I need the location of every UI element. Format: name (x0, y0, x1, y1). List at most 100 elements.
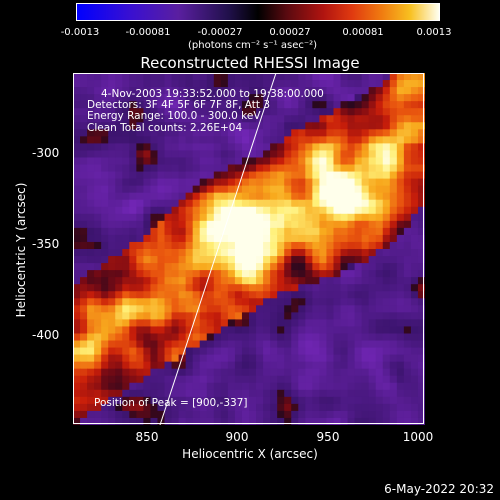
image-pixel (291, 333, 299, 342)
image-pixel (333, 171, 342, 180)
image-pixel (185, 185, 194, 194)
image-pixel (199, 129, 208, 137)
image-pixel (333, 101, 342, 109)
image-pixel (73, 234, 81, 243)
image-pixel (382, 396, 391, 405)
image-pixel (87, 382, 95, 391)
image-pixel (312, 157, 320, 166)
image-pixel (192, 382, 201, 391)
image-pixel (382, 319, 391, 328)
image-pixel (263, 220, 271, 229)
image-pixel (192, 375, 201, 384)
image-pixel (87, 298, 95, 306)
image-pixel (354, 277, 363, 285)
image-pixel (220, 354, 229, 363)
image-pixel (340, 354, 349, 363)
image-pixel (361, 73, 370, 81)
image-pixel (249, 94, 257, 102)
image-pixel (94, 305, 102, 313)
image-pixel (178, 417, 187, 425)
image-pixel (171, 333, 180, 342)
image-pixel (410, 213, 419, 222)
image-pixel (375, 333, 384, 342)
image-pixel (410, 199, 419, 208)
image-pixel (396, 101, 405, 109)
image-pixel (361, 108, 370, 116)
image-pixel (73, 375, 81, 384)
image-pixel (298, 368, 306, 377)
image-pixel (305, 227, 313, 236)
image-pixel (417, 417, 425, 425)
image-pixel (143, 129, 152, 137)
image-pixel (199, 361, 208, 370)
image-pixel (277, 150, 285, 159)
image-pixel (340, 192, 349, 201)
image-pixel (396, 368, 405, 377)
image-pixel (178, 199, 187, 208)
image-pixel (340, 375, 349, 384)
image-pixel (256, 157, 264, 166)
image-pixel (354, 354, 363, 363)
image-pixel (256, 368, 264, 377)
image-pixel (136, 298, 144, 306)
image-pixel (241, 375, 250, 384)
image-pixel (347, 263, 356, 271)
image-pixel (403, 94, 412, 102)
image-pixel (340, 284, 349, 292)
image-pixel (87, 108, 95, 116)
image-pixel (249, 101, 257, 109)
image-pixel (256, 129, 264, 137)
image-pixel (220, 206, 229, 215)
image-pixel (164, 234, 173, 243)
image-pixel (284, 277, 292, 285)
image-pixel (122, 270, 130, 278)
image-pixel (403, 403, 412, 412)
image-pixel (326, 417, 335, 425)
image-pixel (389, 73, 398, 81)
image-pixel (417, 410, 425, 419)
image-pixel (312, 375, 320, 384)
image-pixel (192, 73, 201, 81)
image-pixel (171, 164, 180, 173)
image-pixel (368, 333, 377, 342)
image-pixel (234, 354, 243, 363)
image-pixel (249, 375, 257, 384)
image-pixel (389, 101, 398, 109)
image-pixel (270, 220, 278, 229)
image-pixel (206, 213, 215, 222)
image-pixel (115, 94, 123, 102)
image-pixel (164, 143, 173, 152)
image-pixel (319, 361, 328, 370)
image-pixel (87, 375, 95, 384)
image-pixel (171, 220, 180, 229)
image-pixel (368, 319, 377, 328)
image-pixel (136, 206, 144, 215)
image-pixel (375, 80, 384, 88)
image-pixel (396, 171, 405, 180)
image-pixel (361, 157, 370, 166)
image-pixel (270, 227, 278, 236)
image-pixel (403, 213, 412, 222)
image-pixel (206, 277, 215, 285)
image-pixel (80, 347, 88, 356)
image-pixel (185, 122, 194, 130)
image-pixel (291, 354, 299, 363)
image-pixel (354, 143, 363, 152)
image-pixel (396, 136, 405, 144)
image-pixel (291, 234, 299, 243)
image-pixel (284, 143, 292, 152)
image-pixel (199, 136, 208, 144)
image-pixel (284, 340, 292, 349)
image-pixel (291, 87, 299, 95)
image-pixel (403, 192, 412, 201)
image-pixel (284, 101, 292, 109)
image-pixel (249, 87, 257, 95)
image-pixel (136, 115, 144, 123)
image-pixel (284, 270, 292, 278)
image-pixel (270, 277, 278, 285)
image-pixel (389, 312, 398, 320)
image-pixel (361, 375, 370, 384)
image-pixel (375, 150, 384, 159)
image-pixel (396, 333, 405, 342)
image-pixel (136, 73, 144, 81)
